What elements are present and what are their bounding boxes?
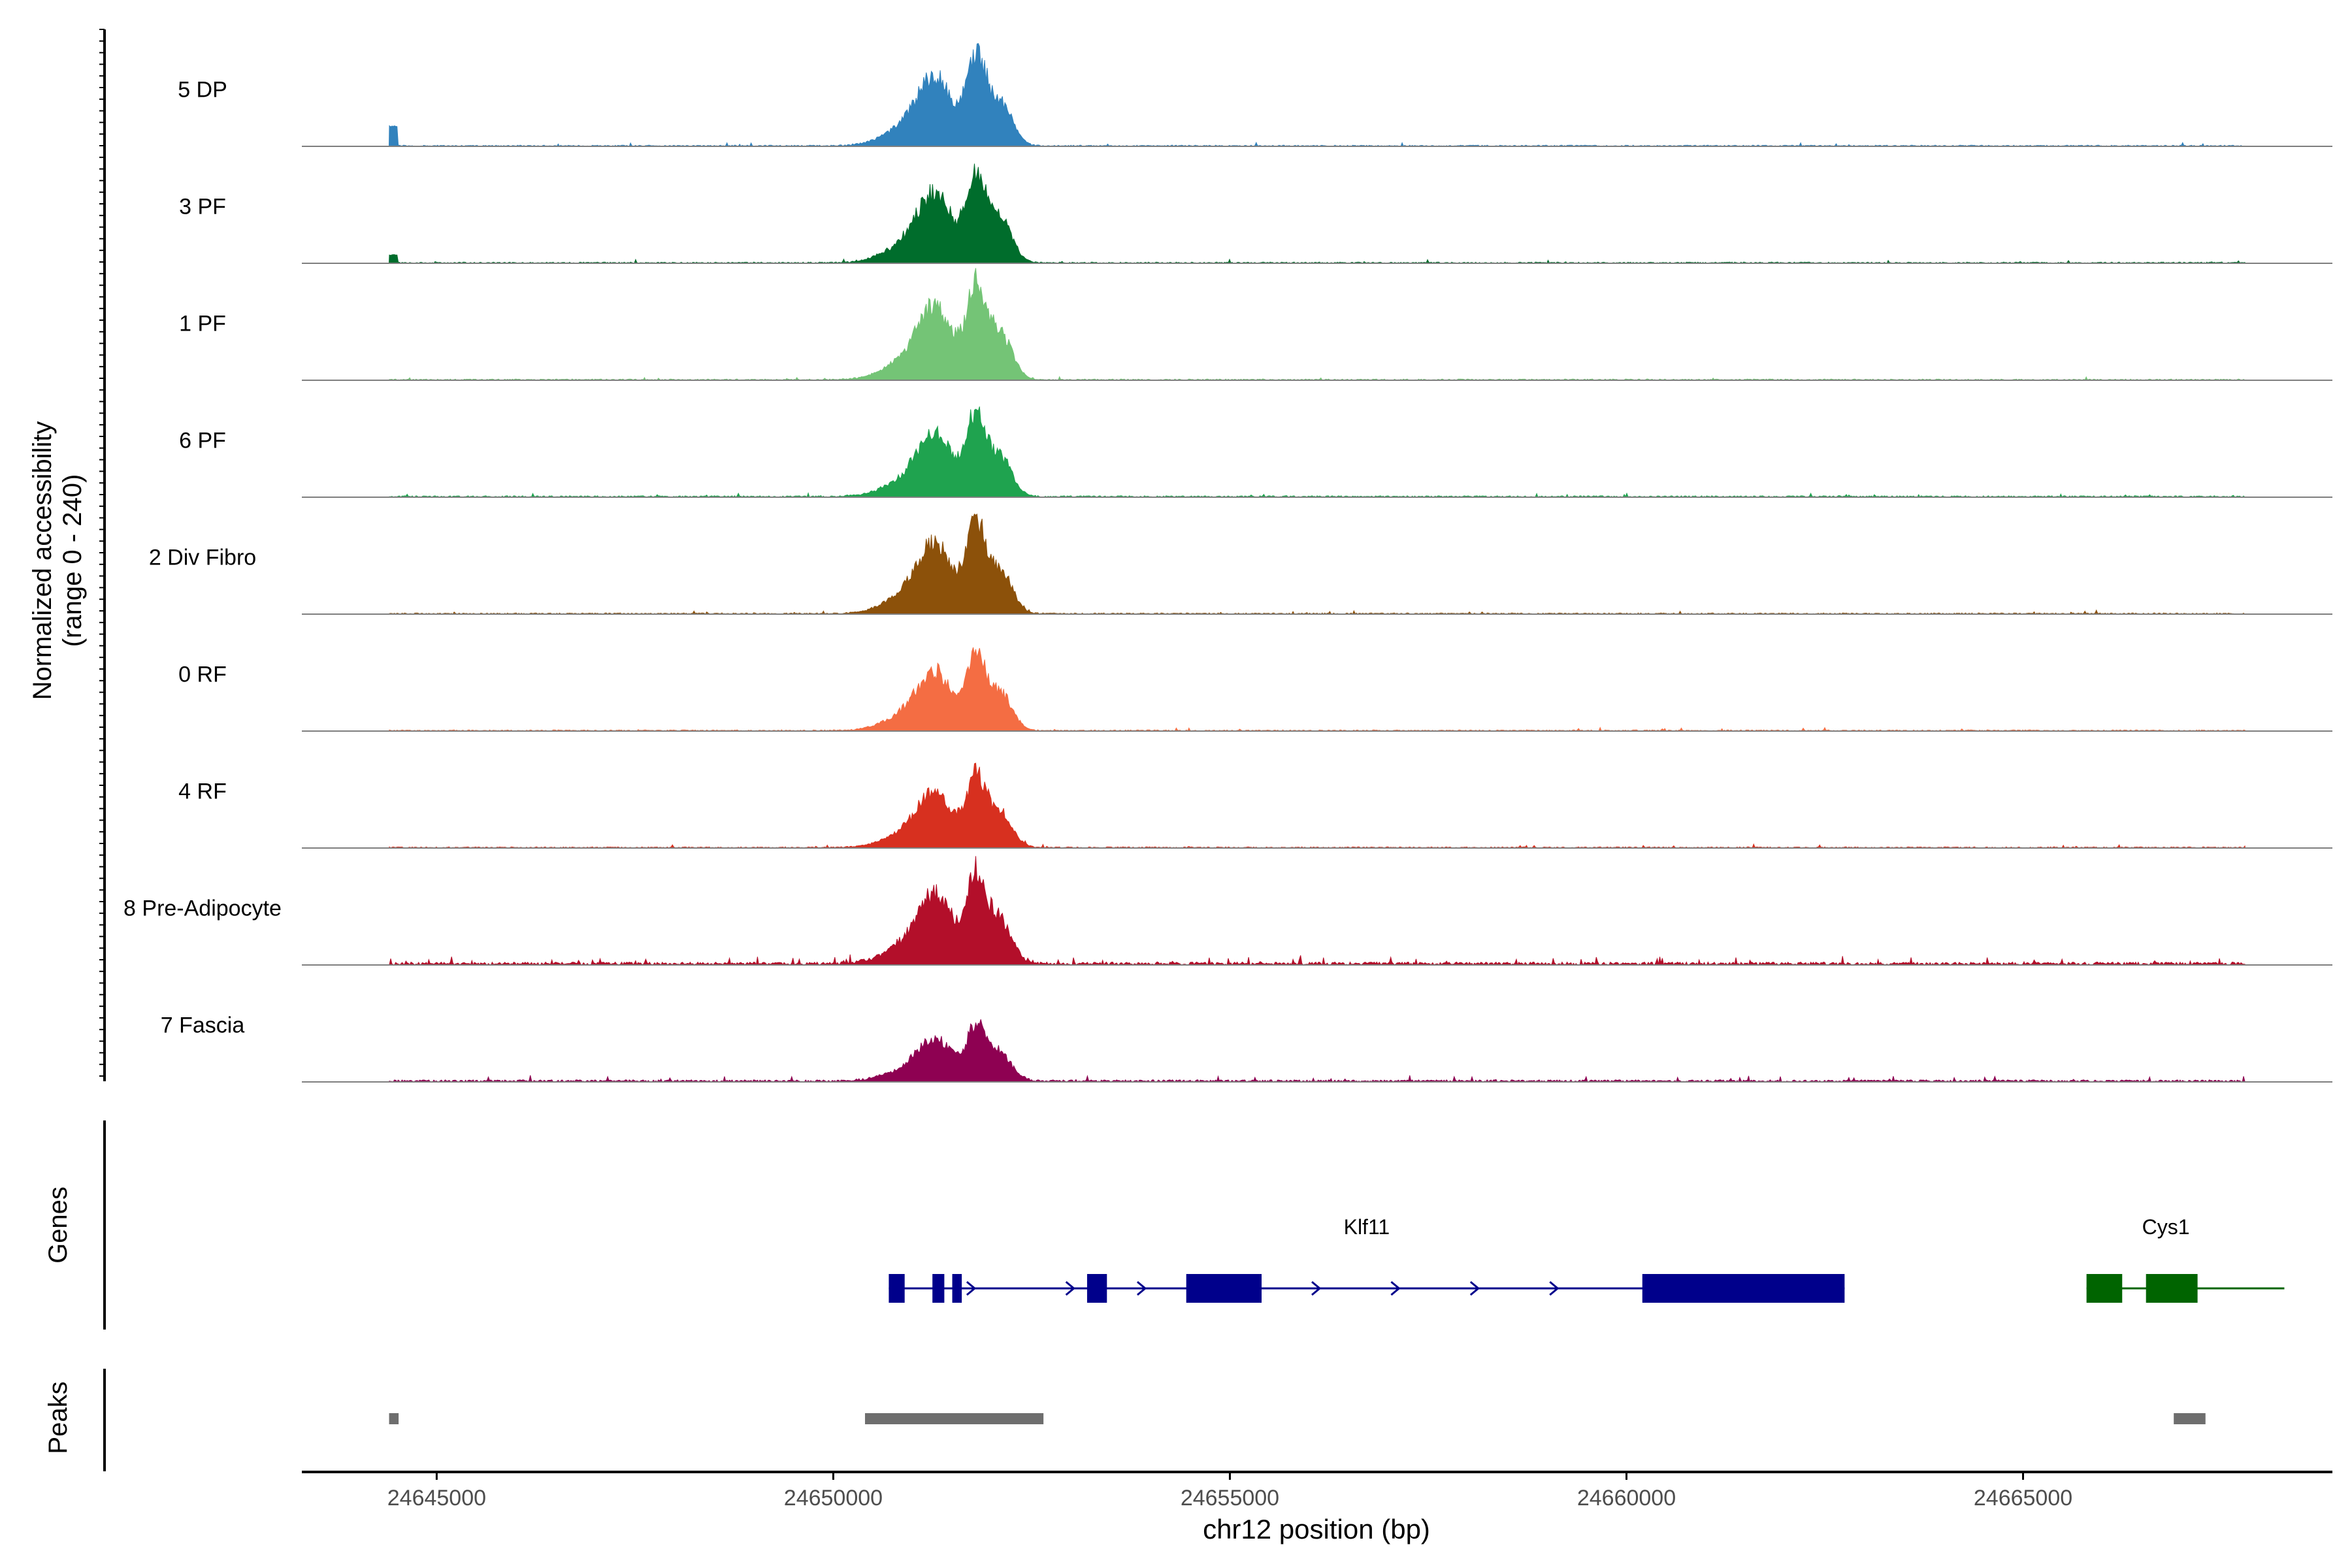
coverage-panel: 5 DP 3 PF 1 PF 6 PF 2 Div Fibro 0 RF 4 RF 8 Pre… [99,29,2332,1083]
coverage-area [388,406,2246,498]
x-tick-label: 24645000 [387,1486,486,1511]
strand-arrow [966,1281,977,1296]
y-axis-title: Normalized accessibility [28,421,57,700]
strand-arrow [890,1281,901,1296]
track-label: 8 Pre-Adipocyte [123,896,282,921]
gene-exon [2146,1274,2198,1303]
x-axis: 24645000 24650000 24655000 24660000 24665000 [302,1471,2332,1511]
gene-name-label: Klf11 [1344,1215,1390,1239]
peak-region [389,1413,399,1424]
coverage-area [388,762,2246,849]
genes-track-label: Genes [44,1186,73,1264]
gene-exon [952,1274,962,1303]
coverage-area [388,1019,2246,1083]
peak-region [2174,1413,2206,1424]
gene-exon [1186,1274,1262,1303]
gene-exon [932,1274,945,1303]
strand-arrow [1065,1281,1075,1296]
gene-exon [2086,1274,2123,1303]
coverage-area [388,856,2246,966]
strand-arrow [1311,1281,1322,1296]
strand-arrow [1390,1281,1401,1296]
coverage-area [388,268,2247,381]
track-label: 3 PF [179,195,226,220]
x-tick-label: 24660000 [1577,1486,1676,1511]
track-label: 2 Div Fibro [149,546,256,570]
peaks-track-label: Peaks [44,1381,73,1454]
gene-exon [889,1274,905,1303]
coverage-area [388,42,2246,147]
track-label: 5 DP [178,78,227,103]
genes-panel: Klf11 Cys1 [103,1120,2285,1330]
track-label: 7 Fascia [161,1013,245,1038]
strand-arrow [1549,1281,1560,1296]
coverage-area [388,163,2246,264]
strand-arrow [1136,1281,1147,1296]
x-tick-label: 24665000 [1974,1486,2072,1511]
y-axis-range: (range 0 - 240) [58,474,87,647]
x-tick-label: 24655000 [1181,1486,1279,1511]
track-label: 6 PF [179,429,226,453]
strand-arrow [1469,1281,1480,1296]
coverage-area [388,513,2246,615]
peaks-panel [103,1369,2206,1471]
gene-exon [1086,1274,1107,1303]
gene-name-label: Cys1 [2142,1215,2190,1239]
track-label: 1 PF [179,312,226,336]
coverage-area [388,647,2246,732]
x-axis-title: chr12 position (bp) [1203,1514,1430,1544]
track-label: 0 RF [178,662,227,687]
track-label: 4 RF [178,779,227,804]
x-tick-label: 24650000 [784,1486,883,1511]
peak-region [864,1413,1044,1424]
gene-exon [1642,1274,1845,1303]
